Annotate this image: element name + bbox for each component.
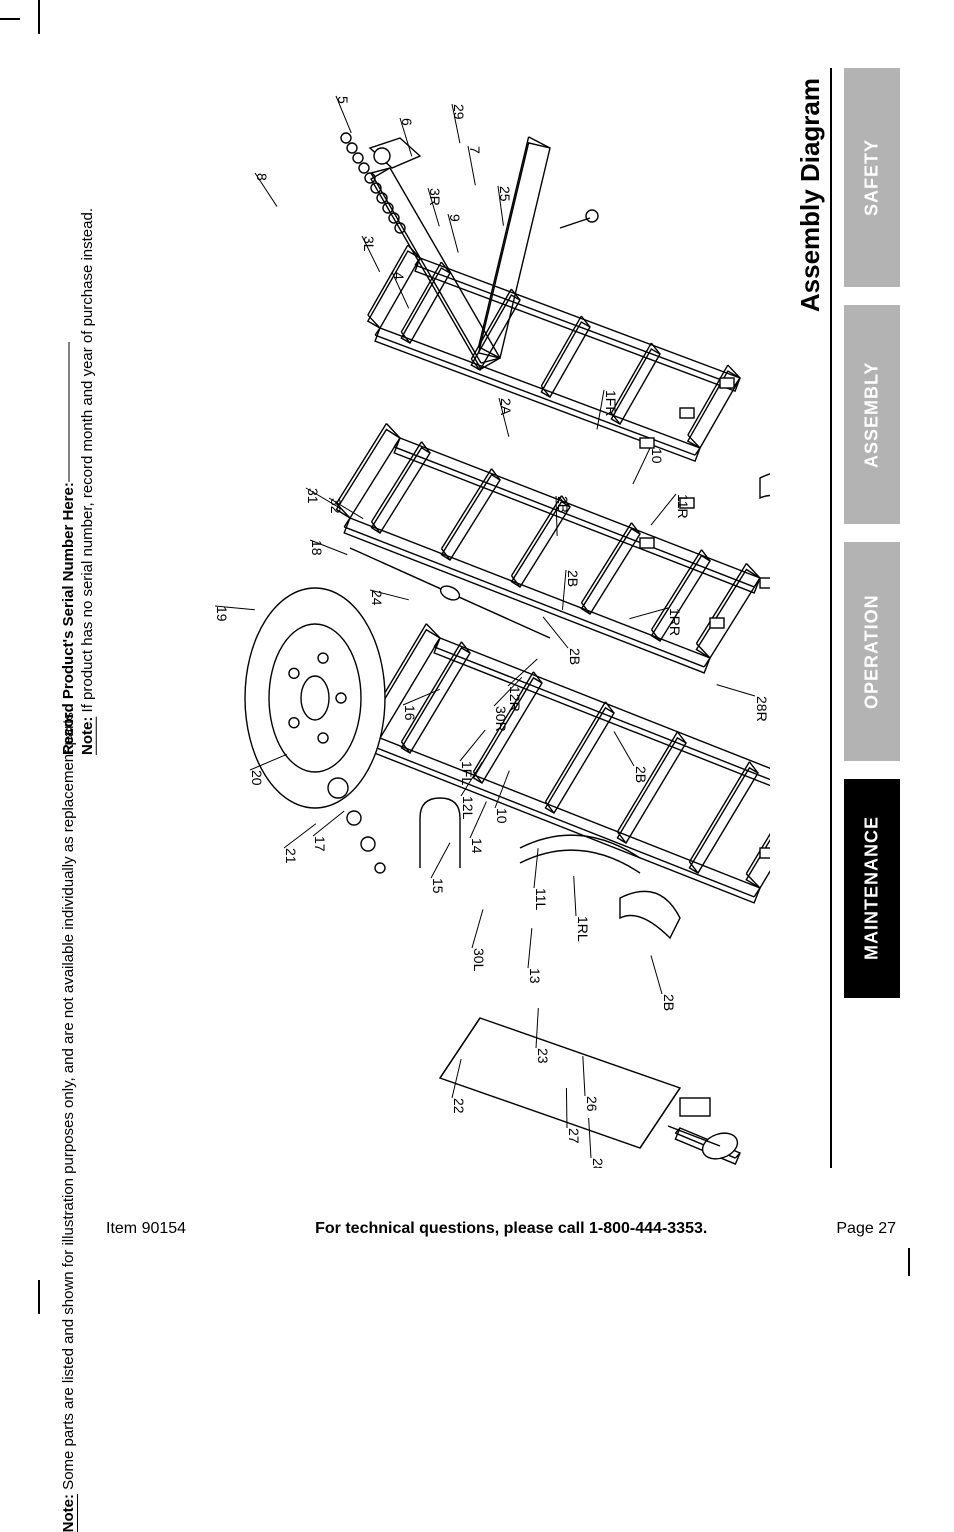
callout-label: 29 — [451, 104, 467, 120]
callout-label: 32 — [328, 498, 344, 514]
callout-label: 1RL — [575, 916, 591, 942]
callout-label: 1RR — [667, 608, 683, 636]
crop-mark — [908, 1248, 910, 1276]
diagram-svg: 29 7 6 5 8 25 9 3R 3L 4 1FR 2A 10 11R 2B 2B 31 32 18 24 19 1R… — [120, 78, 770, 1168]
callout-label: 15 — [430, 878, 446, 894]
tab-assembly: ASSEMBLY — [844, 305, 900, 524]
callout-label: 4 — [391, 272, 407, 280]
callout-label: 14 — [469, 838, 485, 854]
note-prefix: Note: — [60, 1494, 77, 1532]
callout-label: 31 — [305, 488, 321, 504]
callout-label: 2B — [567, 648, 583, 665]
callout-label: 19 — [214, 606, 230, 622]
assembly-diagram: 29 7 6 5 8 25 9 3R 3L 4 1FR 2A 10 11R 2B 2B 31 32 18 24 19 1R… — [120, 78, 770, 1168]
callout-label: 11L — [533, 888, 549, 911]
page-content: SAFETY ASSEMBLY OPERATION MAINTENANCE Assem… — [60, 68, 900, 1228]
serial-note-text: If product has no serial number, record … — [79, 208, 96, 717]
serial-number-block: Record Product's Serial Number Here: Not… — [60, 208, 98, 608]
callout-label: 6 — [399, 118, 415, 126]
callout-label: 10 — [649, 448, 665, 464]
parts-note-block: Note: Some parts are listed and shown fo… — [60, 708, 79, 1108]
callout-label: 9 — [447, 214, 463, 222]
crop-mark — [38, 1280, 40, 1314]
note-prefix: Note: — [79, 717, 96, 755]
callout-label: 27 — [566, 1128, 582, 1144]
parts-note-text: Some parts are listed and shown for illu… — [60, 708, 77, 1494]
section-tabs: SAFETY ASSEMBLY OPERATION MAINTENANCE — [844, 68, 900, 998]
callout-label: 3L — [361, 236, 377, 252]
callout-label: 8 — [254, 173, 270, 181]
callout-label: 11R — [675, 494, 691, 519]
page-heading: Assembly Diagram — [795, 78, 826, 312]
callout-label: 28L — [590, 1158, 606, 1168]
callout-label: 28R — [754, 696, 770, 722]
callout-label: 7 — [467, 146, 483, 154]
callout-label: 1FR — [603, 390, 619, 416]
crop-mark — [38, 0, 40, 34]
callout-label: 22 — [451, 1098, 467, 1114]
notes-column: Record Product's Serial Number Here: Not… — [60, 208, 108, 1038]
tab-maintenance: MAINTENANCE — [844, 779, 900, 998]
callout-label: 30R — [493, 706, 509, 732]
callout-label: 13 — [527, 968, 543, 984]
callout-label: 3R — [427, 188, 443, 206]
callout-label: 24 — [369, 590, 385, 606]
callout-label: 17 — [312, 836, 328, 852]
callout-label: 2B — [633, 766, 649, 783]
crop-mark — [0, 18, 20, 20]
callout-label: 23 — [535, 1048, 551, 1064]
callout-label: 21 — [283, 848, 299, 864]
callout-label: 2B — [565, 570, 581, 587]
serial-input-line — [69, 342, 70, 482]
callout-label: 26 — [584, 1096, 600, 1112]
callout-label: 5 — [335, 96, 351, 104]
callout-label: 25 — [497, 186, 513, 202]
page-footer: Item 90154 For technical questions, plea… — [106, 1220, 896, 1238]
callout-label: 2B — [661, 994, 677, 1011]
footer-item-number: Item 90154 — [106, 1220, 186, 1238]
callout-label: 18 — [309, 540, 325, 556]
callout-label: 16 — [402, 705, 418, 721]
tab-safety: SAFETY — [844, 68, 900, 287]
heading-rule — [830, 68, 832, 1168]
callout-label: 30L — [471, 948, 487, 972]
tab-operation: OPERATION — [844, 542, 900, 761]
callout-label: 10 — [494, 808, 510, 824]
footer-page-number: Page 27 — [836, 1220, 896, 1238]
footer-support-phone: For technical questions, please call 1-8… — [315, 1220, 707, 1238]
callout-label: 12L — [460, 796, 476, 820]
callout-label: 2A — [498, 398, 514, 416]
callout-label: 2B — [555, 496, 571, 513]
callout-label: 20 — [249, 770, 265, 786]
callout-label: 1FL — [459, 761, 475, 785]
